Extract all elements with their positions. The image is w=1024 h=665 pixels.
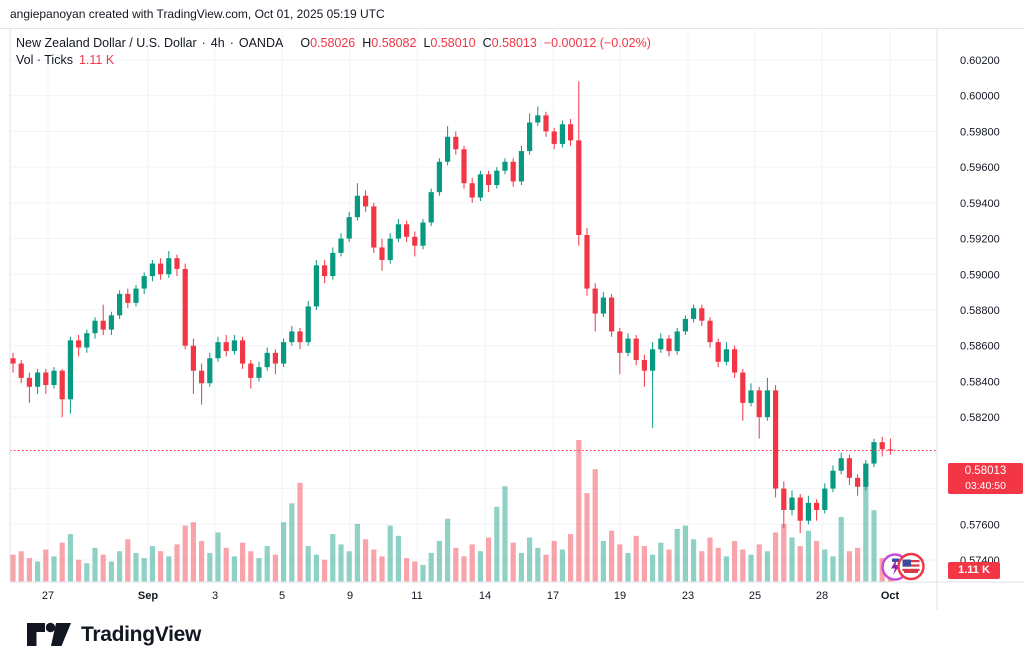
current-price-value: 0.58013 — [964, 464, 1007, 477]
attribution-text: angiepanoyan created with TradingView.co… — [10, 7, 385, 21]
volume-axis-badge: 1.11 K — [948, 562, 1000, 579]
svg-text:23: 23 — [682, 590, 694, 602]
svg-text:28: 28 — [816, 590, 828, 602]
svg-text:Sep: Sep — [138, 590, 158, 602]
symbol-title[interactable]: New Zealand Dollar / U.S. Dollar — [16, 36, 197, 50]
svg-text:25: 25 — [749, 590, 761, 602]
legend-symbol-row: New Zealand Dollar / U.S. Dollar · 4h · OAND… — [16, 35, 651, 51]
svg-text:17: 17 — [547, 590, 559, 602]
svg-text:0.58600: 0.58600 — [960, 341, 1000, 353]
legend-separator: · — [229, 36, 234, 50]
volume-study-label[interactable]: Vol · Ticks — [16, 53, 73, 67]
svg-text:0.58800: 0.58800 — [960, 305, 1000, 317]
close-label: C — [482, 36, 492, 50]
high-value: 0.58082 — [371, 36, 417, 50]
chart-widget: 0.60200 0.60000 0.59800 0.59600 0.59400 0.592… — [0, 28, 1024, 610]
legend-separator: · — [201, 36, 206, 50]
low-value: 0.58010 — [430, 36, 476, 50]
high-label: H — [362, 36, 372, 50]
svg-text:0.60000: 0.60000 — [960, 91, 1000, 103]
tradingview-branding[interactable]: TradingView — [26, 620, 201, 650]
svg-text:0.59000: 0.59000 — [960, 269, 1000, 281]
open-label: O — [300, 36, 311, 50]
tradingview-logo-icon — [27, 622, 71, 646]
interval-value[interactable]: 4h — [210, 36, 225, 50]
current-price-badge: 0.58013 03:40:50 — [948, 462, 1023, 494]
chart-legend: New Zealand Dollar / U.S. Dollar · 4h · OAND… — [16, 35, 651, 69]
svg-text:0.59400: 0.59400 — [960, 198, 1000, 210]
svg-text:0.58200: 0.58200 — [960, 412, 1000, 424]
svg-text:0.57600: 0.57600 — [960, 519, 1000, 531]
svg-text:Oct: Oct — [881, 590, 900, 602]
bar-countdown: 03:40:50 — [965, 479, 1006, 492]
exchange-name[interactable]: OANDA — [238, 36, 284, 50]
close-value: 0.58013 — [491, 36, 537, 50]
ohlc-values: O0.58026 H0.58082 L0.58010 C0.58013 — [293, 36, 537, 50]
svg-text:0.60200: 0.60200 — [960, 55, 1000, 67]
low-label: L — [423, 36, 431, 50]
svg-text:14: 14 — [479, 590, 491, 602]
svg-text:11: 11 — [411, 590, 422, 602]
price-change: −0.00012 (−0.02%) — [543, 36, 651, 50]
us-flag-event-icon[interactable] — [897, 552, 925, 581]
svg-text:0.58400: 0.58400 — [960, 376, 1000, 388]
candlestick-chart[interactable]: 0.60200 0.60000 0.59800 0.59600 0.59400 0.592… — [0, 28, 1024, 610]
svg-text:5: 5 — [279, 590, 285, 602]
header-separator — [0, 28, 1024, 29]
economic-event-icons[interactable] — [880, 552, 926, 582]
legend-volume-row: Vol · Ticks 1.11 K — [16, 52, 651, 68]
svg-text:19: 19 — [614, 590, 626, 602]
open-value: 0.58026 — [310, 36, 356, 50]
svg-text:0.59200: 0.59200 — [960, 234, 1000, 246]
svg-text:3: 3 — [212, 590, 218, 602]
svg-text:0.59600: 0.59600 — [960, 162, 1000, 174]
svg-text:27: 27 — [42, 590, 54, 602]
volume-study-value: 1.11 K — [78, 53, 115, 67]
tradingview-logo-text: TradingView — [81, 623, 202, 646]
svg-text:9: 9 — [347, 590, 353, 602]
svg-text:0.59800: 0.59800 — [960, 126, 1000, 138]
